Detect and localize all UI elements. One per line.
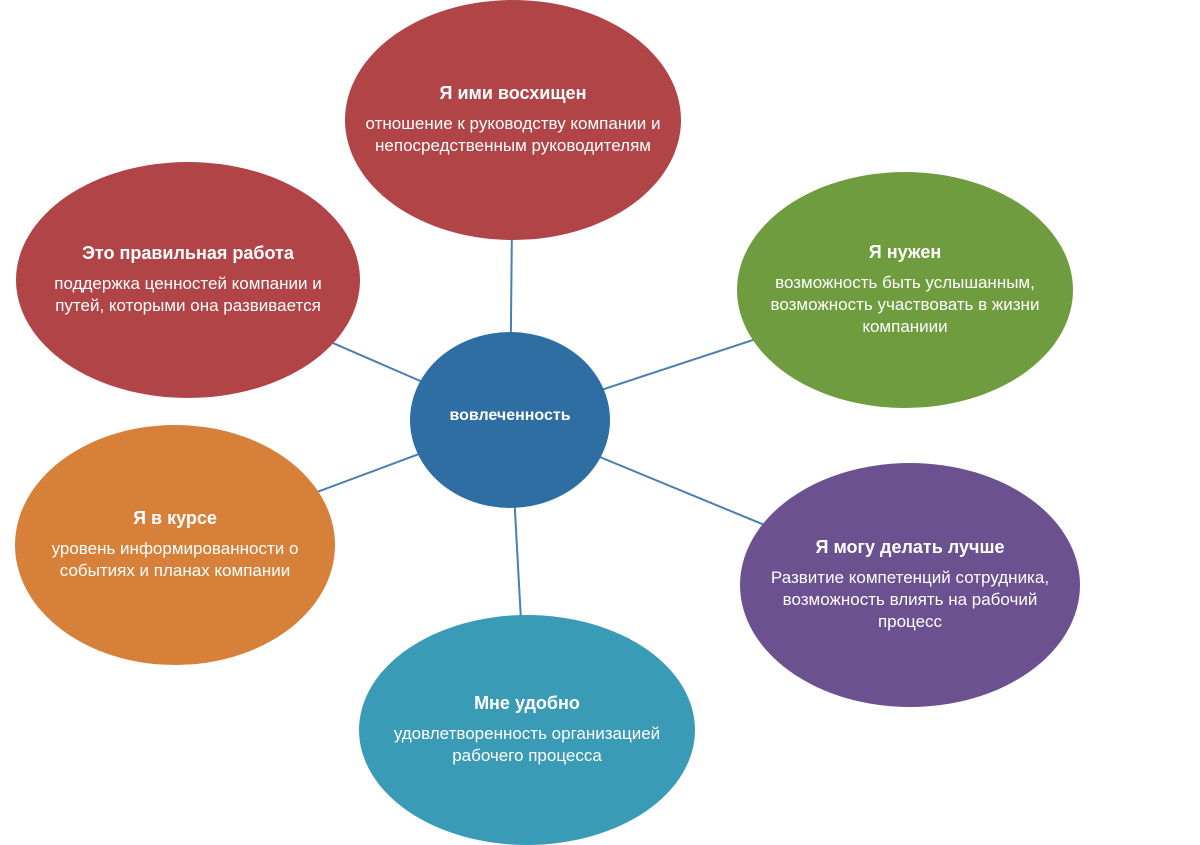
node-title: Я нужен: [869, 242, 941, 264]
node-top-left: Это правильная работа поддержка ценносте…: [16, 162, 360, 398]
node-title: Я в курсе: [133, 508, 217, 530]
node-top-right: Я нужен возможность быть услышанным, воз…: [737, 172, 1073, 408]
node-bottom-left: Я в курсе уровень информированности о со…: [15, 425, 335, 665]
node-bottom-right: Я могу делать лучше Развитие компетенций…: [740, 463, 1080, 707]
node-bottom: Мне удобно удовлетворенность организацие…: [359, 615, 695, 845]
node-title: Это правильная работа: [82, 243, 294, 265]
center-label: вовлеченность: [449, 406, 570, 425]
node-title: Мне удобно: [474, 693, 580, 715]
node-desc: возможность быть услышанным, возможность…: [757, 272, 1053, 338]
node-desc: уровень информированности о событиях и п…: [35, 538, 315, 582]
node-desc: удовлетворенность организацией рабочего …: [379, 723, 675, 767]
node-desc: Развитие компетенций сотрудника, возможн…: [760, 567, 1060, 633]
node-title: Я могу делать лучше: [816, 537, 1005, 559]
center-node: вовлеченность: [410, 332, 610, 508]
radial-diagram: вовлеченность Я ими восхищен отношение к…: [0, 0, 1200, 845]
node-desc: отношение к руководству компании и непос…: [365, 113, 661, 157]
node-desc: поддержка ценностей компании и путей, ко…: [36, 273, 340, 317]
node-title: Я ими восхищен: [440, 83, 587, 105]
node-top: Я ими восхищен отношение к руководству к…: [345, 0, 681, 240]
